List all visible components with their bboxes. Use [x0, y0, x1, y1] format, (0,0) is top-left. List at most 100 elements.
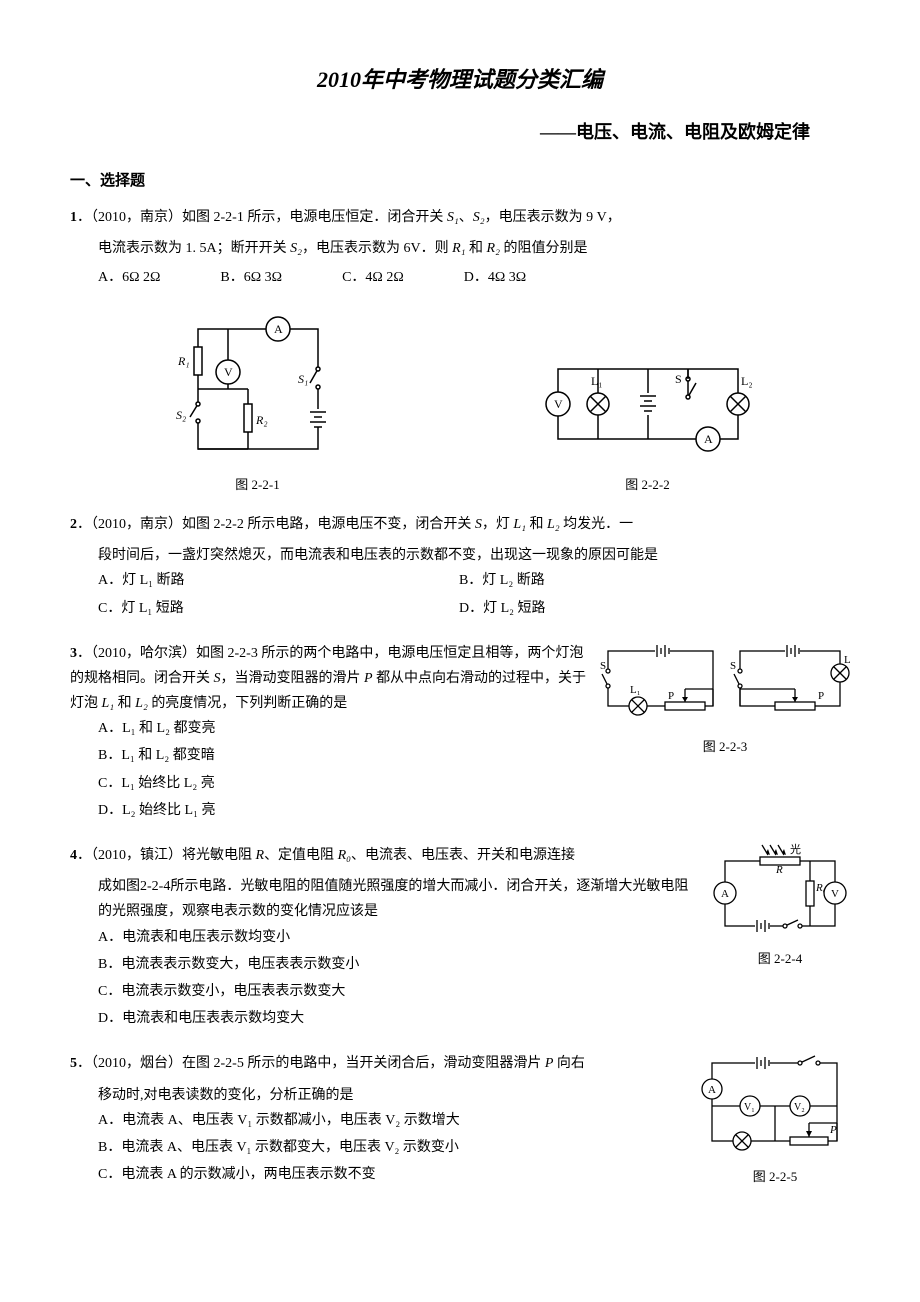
svg-text:V: V: [831, 888, 839, 900]
q3-p: P: [364, 671, 373, 686]
question-2: 2．（2010，南京）如图 2-2-2 所示电路，电源电压不变，闭合开关 S，灯…: [70, 512, 850, 623]
question-4: R 光 A R₀ V: [70, 843, 850, 1033]
fig-2-2-4-caption: 图 2-2-4: [710, 947, 850, 970]
q2-text-a: ．（2010，南京）如图 2-2-2 所示电路，电源电压不变，闭合开关: [77, 517, 475, 532]
q2-s: S: [475, 517, 482, 532]
q4-text-b: 、定值电阻: [264, 848, 338, 863]
q5-number: 5: [70, 1056, 77, 1071]
q5-text-c: 移动时,对电表读数的变化，分析正确的是: [98, 1088, 354, 1103]
q2-text-d: 均发光．一: [560, 517, 634, 532]
q1-text-a: ．（2010，南京）如图 2-2-1 所示，电源电压恒定．闭合开关: [77, 210, 447, 225]
q4-r0: R₀: [338, 848, 351, 863]
figure-2-2-5: A V₁ V₂ P: [700, 1051, 850, 1188]
svg-text:S: S: [675, 372, 682, 386]
figure-2-2-1: R₁ S₂ R₂ V A: [168, 309, 348, 496]
q2-option-c: C．灯 L₁ 短路: [98, 596, 459, 621]
q5-text-a: ．（2010，烟台）在图 2-2-5 所示的电路中，当开关闭合后，滑动变阻器滑片: [77, 1056, 545, 1071]
circuit-2-2-1-svg: R₁ S₂ R₂ V A: [168, 309, 348, 469]
fig-2-2-2-caption: 图 2-2-2: [543, 473, 753, 496]
figure-2-2-2: V L₁ S: [543, 349, 753, 496]
q1-text-c: ，电压表示数为 9 V，: [485, 210, 621, 225]
svg-text:V: V: [554, 397, 563, 411]
fig-2-2-5-caption: 图 2-2-5: [700, 1165, 850, 1188]
q1-text-b: 、: [459, 210, 473, 225]
q2-text-e: 段时间后，一盏灯突然熄灭，而电流表和电压表的示数都不变，出现这一现象的原因可能是: [98, 548, 658, 563]
figure-2-2-3: S L₁ P: [600, 641, 850, 758]
q2-option-a: A．灯 L₁ 断路: [98, 568, 459, 593]
svg-text:S: S: [600, 660, 606, 672]
svg-text:V₁: V₁: [744, 1102, 755, 1113]
q3-s: S: [214, 671, 221, 686]
svg-text:V₂: V₂: [794, 1102, 805, 1113]
svg-text:R: R: [775, 864, 783, 876]
q2-text-c: 和: [526, 517, 547, 532]
figure-2-2-4: R 光 A R₀ V: [710, 843, 850, 970]
question-3: S L₁ P: [70, 641, 850, 825]
q1-s1: S₁: [447, 210, 459, 225]
svg-text:A: A: [704, 432, 713, 446]
circuit-2-2-5-svg: A V₁ V₂ P: [700, 1051, 850, 1161]
q3-l1: L₁: [102, 696, 115, 711]
q3-option-c: C．L₁ 始终比 L₂ 亮: [98, 771, 850, 796]
q3-number: 3: [70, 646, 77, 661]
svg-text:A: A: [721, 888, 729, 900]
section-header: 一、选择题: [70, 168, 850, 195]
svg-text:P: P: [829, 1124, 837, 1136]
q4-option-d: D．电流表和电压表表示数均变大: [98, 1006, 850, 1031]
q2-option-b: B．灯 L₂ 断路: [459, 568, 820, 593]
q1-text-g: 的阻值分别是: [500, 241, 588, 256]
q3-option-d: D．L₂ 始终比 L₁ 亮: [98, 798, 850, 823]
svg-text:A: A: [708, 1084, 716, 1096]
q1-text-e: ，电压表示数为 6V．则: [302, 241, 452, 256]
circuit-2-2-3-svg: S L₁ P: [600, 641, 850, 731]
q3-text-b: ，当滑动变阻器的滑片: [221, 671, 365, 686]
q1-r2: R₂: [487, 241, 500, 256]
svg-text:P: P: [668, 690, 674, 702]
q1-r1: R₁: [452, 241, 465, 256]
circuit-2-2-2-svg: V L₁ S: [543, 349, 753, 469]
q2-number: 2: [70, 517, 77, 532]
svg-text:光: 光: [790, 843, 801, 856]
figure-row-1: R₁ S₂ R₂ V A: [70, 309, 850, 496]
q1-s2: S₂: [473, 210, 485, 225]
q4-text-c: 、电流表、电压表、开关和电源连接: [351, 848, 575, 863]
svg-text:L₂: L₂: [741, 374, 753, 388]
q4-number: 4: [70, 848, 77, 863]
question-5: A V₁ V₂ P: [70, 1051, 850, 1189]
q3-l2: L₂: [135, 696, 148, 711]
fig-2-2-1-caption: 图 2-2-1: [168, 473, 348, 496]
q1-option-c: C．4Ω 2Ω: [342, 265, 404, 290]
svg-text:S: S: [730, 660, 736, 672]
svg-text:L₁: L₁: [630, 684, 641, 696]
svg-text:A: A: [274, 322, 283, 336]
q1-option-a: A．6Ω 2Ω: [98, 265, 160, 290]
page-title: 2010年中考物理试题分类汇编: [70, 60, 850, 100]
q1-text-f: 和: [466, 241, 487, 256]
q2-l1: L₁: [513, 517, 526, 532]
question-1: 1．（2010，南京）如图 2-2-1 所示，电源电压恒定．闭合开关 S₁、S₂…: [70, 205, 850, 291]
q2-option-d: D．灯 L₂ 短路: [459, 596, 820, 621]
q4-text-d: 成如图2-2-4所示电路．光敏电阻的阻值随光照强度的增大而减小．闭合开关，逐渐增…: [98, 879, 688, 919]
svg-text:V: V: [224, 365, 233, 379]
page-subtitle: ——电压、电流、电阻及欧姆定律: [70, 116, 850, 148]
svg-text:P: P: [818, 690, 824, 702]
q3-text-e: 的亮度情况，下列判断正确的是: [148, 696, 348, 711]
q4-text-a: ．（2010，镇江）将光敏电阻: [77, 848, 256, 863]
svg-text:S₁: S₁: [298, 372, 308, 386]
svg-text:L₂: L₂: [844, 654, 850, 666]
q3-text-d: 和: [114, 696, 135, 711]
q4-r: R: [256, 848, 265, 863]
q1-option-d: D．4Ω 3Ω: [464, 265, 526, 290]
q2-l2: L₂: [547, 517, 560, 532]
q1-text-d: 电流表示数为 1. 5A；断开开关: [98, 241, 290, 256]
q1-option-b: B．6Ω 3Ω: [220, 265, 282, 290]
svg-text:L₁: L₁: [591, 374, 603, 388]
fig-2-2-3-caption: 图 2-2-3: [600, 735, 850, 758]
q1-s2b: S₂: [290, 241, 302, 256]
q4-option-c: C．电流表示数变小，电压表表示数变大: [98, 979, 850, 1004]
svg-text:S₂: S₂: [176, 408, 186, 422]
q5-text-b: 向右: [553, 1056, 585, 1071]
q2-text-b: ，灯: [482, 517, 514, 532]
svg-text:R₂: R₂: [255, 413, 268, 427]
q1-number: 1: [70, 210, 77, 225]
